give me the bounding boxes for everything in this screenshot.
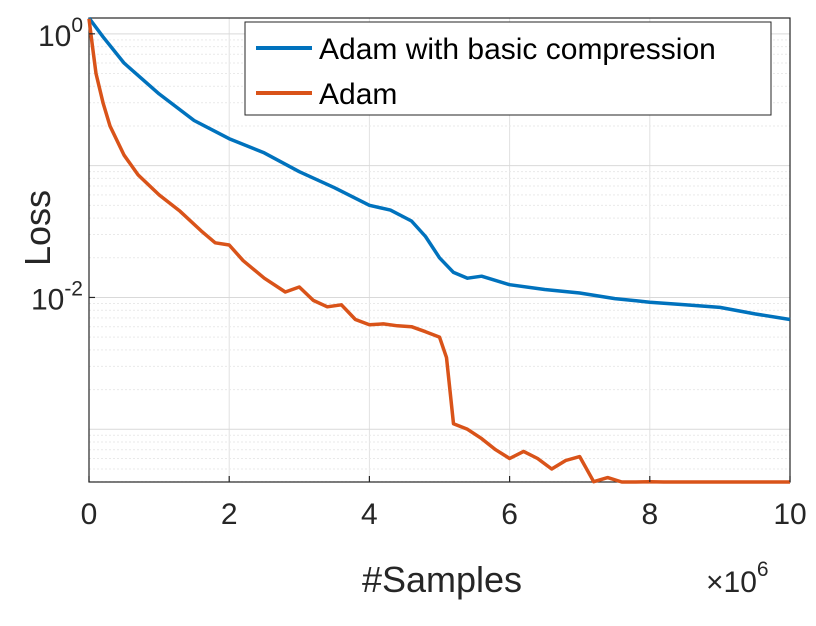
x-tick-label: 10 [773, 498, 806, 531]
plot-frame [88, 17, 791, 483]
series-line-1 [87, 18, 790, 484]
y-tick-label: 100 [38, 14, 83, 53]
x-tick-label: 0 [81, 498, 98, 531]
x-multiplier: ×106 [706, 558, 769, 599]
x-axis-label: #Samples [362, 559, 522, 600]
legend: Adam with basic compression Adam [244, 21, 772, 116]
series-line-0 [87, 16, 791, 322]
x-tick-label: 8 [641, 498, 658, 531]
y-tick-label: 10-2 [31, 277, 83, 316]
series-layer [87, 16, 791, 484]
svg-text:×106: ×106 [706, 558, 769, 599]
x-tick-labels: 0 2 4 6 8 10 [81, 476, 807, 531]
y-axis-label: Loss [17, 190, 58, 266]
x-multiplier-base: ×10 [706, 566, 757, 599]
x-tick-label: 4 [361, 498, 378, 531]
legend-box [244, 21, 772, 116]
x-multiplier-exp: 6 [757, 558, 769, 581]
legend-label-orange: Adam [319, 78, 397, 111]
x-tick-label: 2 [221, 498, 238, 531]
x-tick-label: 6 [501, 498, 518, 531]
y-tick-labels: 100 10-2 [31, 14, 95, 316]
legend-label-blue: Adam with basic compression [319, 33, 716, 66]
